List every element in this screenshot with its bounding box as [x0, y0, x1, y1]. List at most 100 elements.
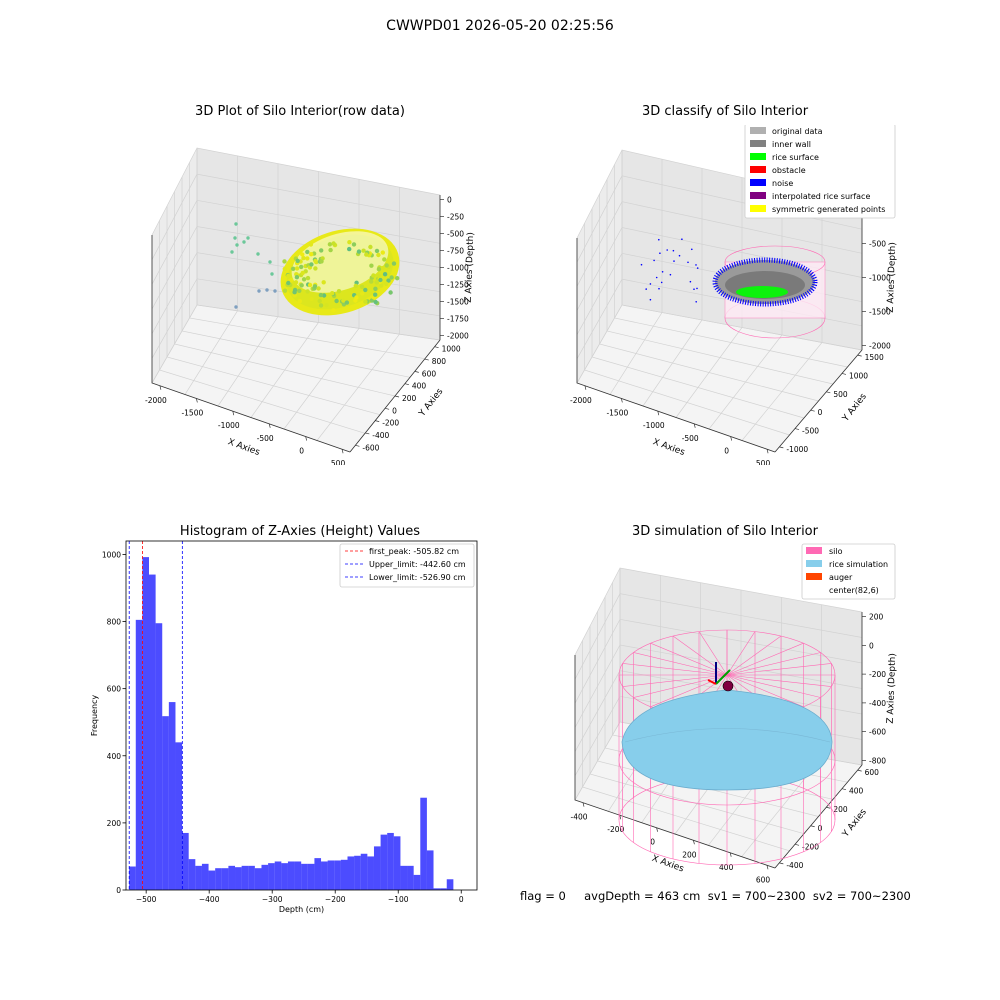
p3-bar [201, 863, 209, 890]
plot1-3d-scatter: -2000-1500-1000-5000500-600-400-20002004… [145, 147, 476, 465]
p2-noise-point [658, 238, 660, 241]
p1-outlier-point [257, 289, 261, 293]
p2-classified-points [640, 238, 826, 339]
p2-y-tick-label: 500 [833, 390, 848, 399]
p1-y-tick [355, 444, 360, 447]
p2-grid-z [576, 201, 863, 287]
p3-bar [208, 870, 216, 890]
p2-x-tick-label: -2000 [570, 396, 592, 405]
plot4-3d-simulation: -400-2000200400600-400-20002004006002000… [570, 543, 898, 884]
p2-x-tick [730, 436, 732, 441]
p4-y-tick-label: -200 [802, 842, 819, 851]
p4-x-tick [656, 827, 658, 832]
p1-point [334, 298, 339, 304]
p1-point [313, 258, 318, 264]
p3-bar [168, 702, 176, 890]
p1-point [331, 241, 336, 246]
p1-outlier-point [256, 252, 260, 256]
p1-point [286, 273, 291, 278]
p3-bar [228, 865, 236, 890]
p4-y-tick [794, 843, 800, 846]
p3-bar [314, 858, 322, 890]
p4-x-tick-label: 200 [682, 850, 697, 859]
p1-point [341, 298, 346, 303]
p1-point [344, 300, 350, 305]
p3-y-tick-label: 800 [107, 618, 122, 627]
p2-y-tick [810, 409, 815, 412]
p1-grid-z [151, 304, 441, 384]
p1-point [305, 289, 310, 294]
p1-point [376, 267, 382, 272]
p3-bar [420, 797, 427, 890]
plot3-histogram: −500 −400 −300 −200 −100 0 0 200 400 600 800 1000 De… [90, 540, 478, 914]
p4-x-tick [582, 802, 585, 807]
p1-point [373, 299, 378, 305]
p3-y-tick-label: 0 [116, 886, 121, 895]
p4-silo-spoke [726, 674, 821, 698]
p4-x-tick-label: 600 [756, 875, 771, 884]
p1-point [388, 290, 393, 295]
p1-y-tick-label: -200 [382, 419, 399, 428]
p1-x-tick [268, 423, 271, 428]
p2-legend-label: interpolated rice surface [772, 192, 870, 201]
p1-z-tick-label: -1000 [447, 264, 469, 273]
p1-outlier-point [235, 243, 239, 247]
p2-noise-point [666, 249, 668, 251]
p4-silo-spoke [698, 631, 728, 676]
p4-legend-label: center(82,6) [829, 586, 879, 595]
p4-grid-z [574, 593, 863, 680]
p1-point [382, 257, 387, 262]
p3-bar [360, 853, 368, 890]
p3-bar [188, 859, 196, 890]
p3-y-tick-label: 1000 [102, 550, 121, 559]
p4-legend-swatch [806, 586, 822, 593]
p2-legend-box [744, 125, 896, 219]
p2-x-tick [657, 411, 660, 416]
p1-point [373, 286, 378, 291]
p1-point [371, 273, 376, 278]
p3-bar [287, 861, 295, 890]
p1-point [374, 280, 380, 285]
p1-point [327, 242, 333, 247]
p4-silo-spoke [726, 663, 832, 676]
p3-bar [155, 623, 163, 890]
p2-legend-swatch [750, 179, 766, 186]
plot2-3d-classify: -2000 -1500 -1000 -500 0 500 -1000 -500 0 500 1000… [570, 125, 898, 465]
p4-axis-lines [574, 655, 776, 869]
p1-point [373, 292, 378, 297]
p2-axis-lines [576, 238, 776, 453]
p3-bar [182, 832, 189, 890]
p2-y-axis-line [774, 349, 863, 453]
p3-legend-label: Lower_limit: -526.90 cm [369, 573, 466, 582]
p1-y-tick-label: 600 [422, 369, 437, 378]
p4-grid-z [574, 644, 863, 728]
p1-point [386, 278, 391, 283]
p2-y-tick [794, 428, 800, 430]
p1-outlier-point [270, 272, 274, 276]
p2-legend: original data inner wall rice surface obsta… [744, 125, 896, 219]
p1-x-tick [196, 398, 198, 403]
p4-x-tick-label: -200 [607, 825, 624, 834]
p1-point [347, 246, 352, 252]
p1-point [300, 252, 305, 257]
p3-bar [142, 557, 149, 890]
p3-bar [129, 866, 136, 890]
p1-point [353, 283, 358, 289]
p1-point [391, 261, 397, 266]
p1-point [292, 290, 297, 295]
p1-outlier-point [242, 240, 246, 244]
p1-point [318, 292, 324, 298]
p3-legend-box [339, 543, 475, 588]
p4-silo-spoke [726, 652, 821, 676]
p1-point [294, 275, 300, 280]
p2-x-tick-label: -500 [682, 434, 699, 443]
p4-silo-spoke [726, 631, 756, 676]
p1-point [328, 247, 333, 253]
p1-point [297, 299, 302, 304]
p2-z-tick-label: -1000 [869, 274, 891, 283]
p4-z-tick-label: -200 [869, 670, 886, 679]
p1-point [360, 291, 365, 296]
p2-noise-point [673, 260, 675, 262]
p1-grid-z [151, 173, 441, 260]
p4-legend: silo rice simulation auger center(82,6) [801, 543, 896, 600]
